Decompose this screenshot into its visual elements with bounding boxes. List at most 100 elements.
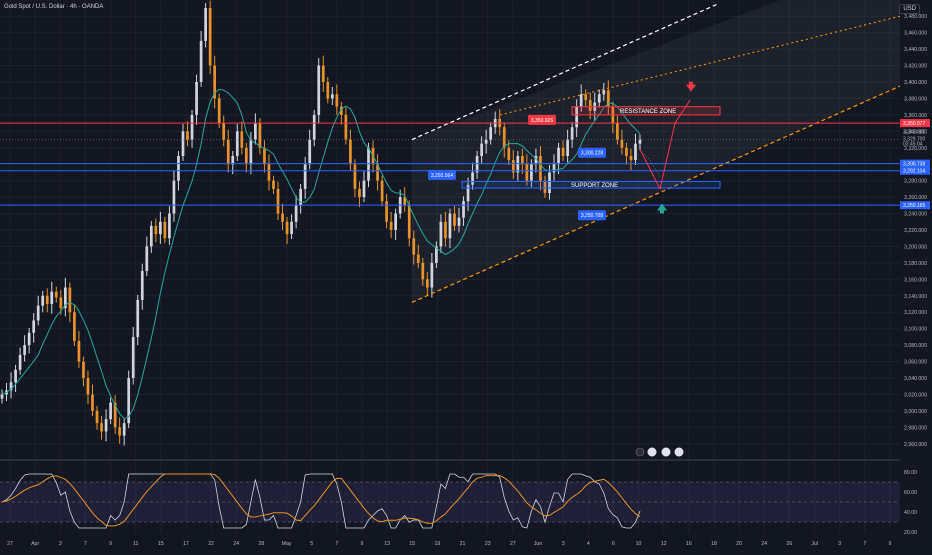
candle-body bbox=[276, 188, 280, 214]
time-axis-tick: 13 bbox=[384, 541, 390, 547]
candle bbox=[190, 109, 194, 148]
candle-body bbox=[516, 156, 520, 173]
candle-body bbox=[335, 94, 339, 107]
candle bbox=[344, 107, 348, 145]
candle bbox=[330, 86, 334, 106]
time-axis-tick: 3 bbox=[59, 541, 62, 547]
candle bbox=[520, 148, 524, 175]
candle-body bbox=[68, 287, 72, 313]
candle bbox=[312, 109, 316, 147]
candle-body bbox=[91, 394, 94, 411]
candle-body bbox=[177, 156, 180, 181]
candle-body bbox=[195, 82, 198, 115]
candle-body bbox=[312, 114, 316, 140]
price-axis-tick: 3,440.000 bbox=[904, 47, 927, 53]
candle-body bbox=[616, 123, 619, 140]
candle-body bbox=[308, 139, 312, 165]
candle bbox=[511, 150, 515, 180]
currency-label[interactable]: USD bbox=[899, 4, 920, 14]
candle bbox=[267, 154, 271, 191]
candle-body bbox=[258, 123, 262, 148]
candle-body bbox=[344, 114, 348, 140]
candle bbox=[484, 129, 488, 154]
price-axis-tick: 3,460.000 bbox=[904, 31, 927, 37]
candle-body bbox=[362, 180, 366, 198]
candle bbox=[299, 183, 302, 214]
candle-body bbox=[548, 172, 551, 193]
time-axis-tick: 7 bbox=[84, 541, 87, 547]
candle bbox=[425, 271, 429, 296]
candle-body bbox=[222, 123, 226, 140]
candle-body bbox=[45, 295, 49, 304]
support-callout-1-text: 3,300.228 bbox=[581, 151, 603, 157]
time-axis-tick: 5 bbox=[310, 541, 313, 547]
candle-body bbox=[597, 94, 601, 103]
time-axis-tick: 7 bbox=[335, 541, 338, 547]
candle-body bbox=[561, 147, 565, 156]
candle-body bbox=[525, 164, 529, 181]
arrow-down-stem bbox=[689, 81, 693, 85]
support-callout-2-text: 3,292.564 bbox=[431, 173, 453, 179]
candle bbox=[208, 0, 212, 74]
candle bbox=[489, 122, 493, 145]
candle-body bbox=[27, 332, 31, 346]
resistance-callout-box bbox=[528, 114, 556, 125]
price-axis-tick: 3,100.000 bbox=[904, 327, 927, 333]
price-axis-bg bbox=[900, 0, 932, 550]
candle-body bbox=[73, 312, 76, 341]
price-axis-tick: 3,000.000 bbox=[904, 409, 927, 415]
candle bbox=[480, 136, 483, 165]
candle bbox=[602, 82, 606, 101]
event-icon bbox=[635, 447, 645, 457]
candle bbox=[258, 118, 262, 155]
price-axis-tick: 3,340.000 bbox=[904, 129, 927, 135]
candle-body bbox=[190, 114, 194, 140]
arrow-up-icon bbox=[657, 203, 667, 211]
time-axis-tick: 9 bbox=[109, 541, 112, 547]
candle-body bbox=[14, 369, 17, 383]
candle bbox=[407, 200, 411, 247]
candle-body bbox=[570, 127, 574, 140]
time-axis-tick: 27 bbox=[7, 541, 13, 547]
time-axis-tick: 11 bbox=[133, 541, 138, 547]
time-axis-tick: 18 bbox=[711, 541, 717, 547]
candle-body bbox=[285, 221, 289, 235]
candle-body bbox=[18, 354, 22, 370]
candle-body bbox=[394, 213, 398, 230]
candle-body bbox=[63, 287, 67, 309]
candle bbox=[226, 129, 230, 173]
rsi-axis-tick: 80.00 bbox=[904, 470, 917, 476]
price-axis-tick: 3,180.000 bbox=[904, 261, 927, 267]
candle bbox=[552, 154, 556, 181]
time-axis-tick: Jul bbox=[811, 541, 818, 547]
candle-body bbox=[502, 127, 506, 148]
candle bbox=[453, 206, 456, 231]
candle-body bbox=[439, 221, 443, 247]
candle-body bbox=[330, 94, 334, 99]
candle-body bbox=[145, 246, 149, 272]
time-axis-tick: 23 bbox=[485, 541, 491, 547]
candle-body bbox=[254, 123, 257, 140]
candle bbox=[199, 31, 203, 87]
candle bbox=[276, 181, 280, 221]
candle bbox=[634, 133, 637, 166]
candle bbox=[380, 175, 384, 207]
candle-body bbox=[407, 205, 411, 239]
candle bbox=[213, 55, 217, 109]
candle-body bbox=[475, 156, 479, 173]
candle bbox=[620, 129, 624, 155]
candle-body bbox=[416, 254, 420, 263]
candle bbox=[222, 115, 226, 147]
arrow-down-icon bbox=[686, 84, 696, 92]
price-axis-tick: 3,120.000 bbox=[904, 310, 927, 316]
candle bbox=[539, 146, 542, 191]
candle-body bbox=[235, 131, 239, 156]
candle bbox=[358, 181, 361, 207]
candle bbox=[86, 370, 90, 405]
candle-body bbox=[539, 156, 542, 181]
candle-body bbox=[217, 98, 221, 124]
candle bbox=[186, 121, 189, 147]
candle bbox=[616, 115, 619, 145]
